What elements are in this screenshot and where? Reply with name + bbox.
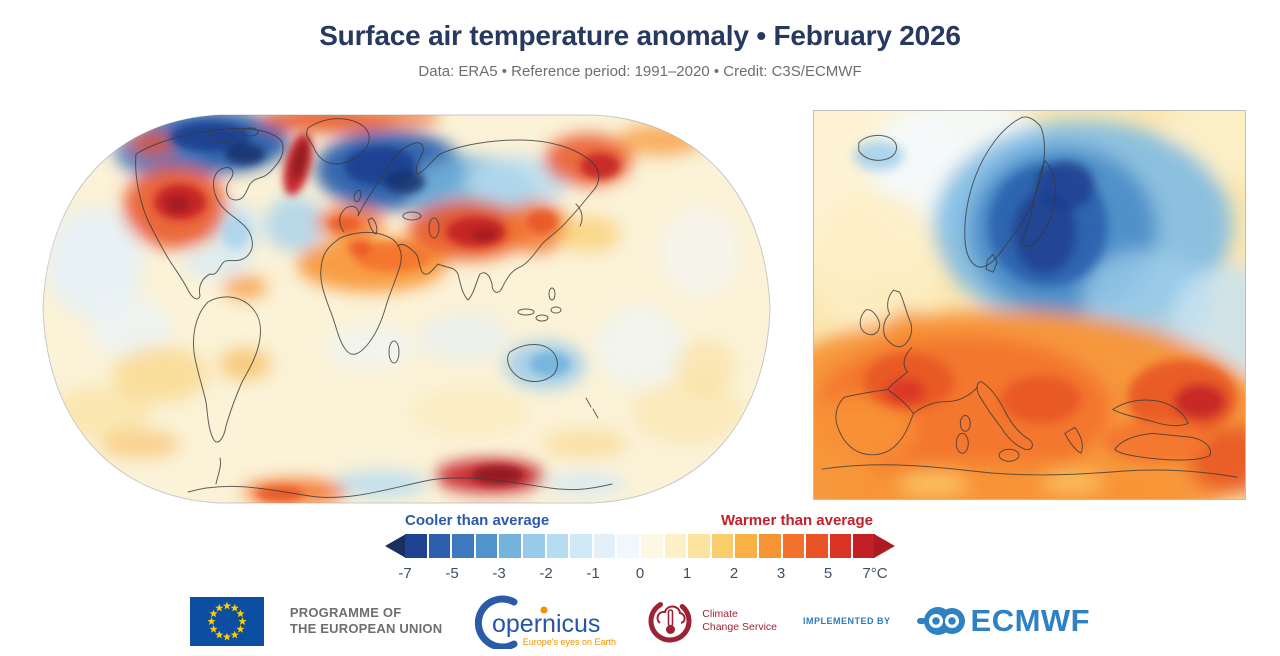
eu-star-icon bbox=[222, 601, 231, 609]
legend-warmer-label: Warmer than average bbox=[720, 512, 873, 529]
footer-logos: PROGRAMME OF THE EUROPEAN UNION opernicu… bbox=[0, 592, 1280, 650]
ecmwf-logo: ECMWF bbox=[916, 603, 1091, 639]
colorbar-segment bbox=[640, 534, 663, 558]
colorbar-segment bbox=[593, 534, 616, 558]
colorbar-segment bbox=[829, 534, 852, 558]
colorbar-tick-label: 0 bbox=[635, 565, 645, 582]
c3s-logo: Climate Change Service bbox=[644, 593, 777, 649]
colorbar-segment bbox=[546, 534, 569, 558]
eu-star-icon bbox=[236, 624, 245, 633]
world-coastlines bbox=[135, 118, 613, 498]
eu-programme-line1: PROGRAMME OF bbox=[289, 605, 402, 620]
legend: Cooler than average Warmer than average … bbox=[385, 512, 895, 585]
europe-map bbox=[813, 110, 1246, 500]
colorbar-segment bbox=[475, 534, 498, 558]
eu-star-icon bbox=[215, 630, 224, 638]
eu-star-icon bbox=[209, 608, 218, 617]
world-map-canvas bbox=[42, 114, 771, 504]
colorbar-segment bbox=[758, 534, 781, 558]
c3s-line2: Change Service bbox=[702, 621, 777, 633]
world-anomaly-cores bbox=[154, 122, 620, 502]
colorbar-right-arrow-icon bbox=[874, 534, 895, 558]
colorbar bbox=[385, 534, 895, 558]
colorbar-segment bbox=[617, 534, 639, 558]
colorbar-segment bbox=[428, 534, 451, 558]
legend-labels: Cooler than average Warmer than average bbox=[385, 512, 895, 532]
colorbar-segment bbox=[499, 534, 521, 558]
colorbar-segments bbox=[405, 534, 875, 558]
colorbar-segment bbox=[452, 534, 474, 558]
colorbar-segment bbox=[522, 534, 545, 558]
c3s-line1: Climate bbox=[702, 608, 738, 620]
page-title: Surface air temperature anomaly • Februa… bbox=[319, 20, 961, 51]
colorbar-tick-label: -3 bbox=[492, 565, 506, 582]
colorbar-segment bbox=[711, 534, 734, 558]
colorbar-tick-label: -1 bbox=[586, 565, 600, 582]
eu-star-icon bbox=[230, 603, 239, 612]
c3s-swirl-icon bbox=[648, 599, 692, 643]
colorbar-segment bbox=[405, 534, 427, 558]
colorbar-tick-label: 1 bbox=[682, 565, 692, 582]
europe-anomaly-cores bbox=[853, 140, 1238, 464]
colorbar-segment bbox=[570, 534, 592, 558]
colorbar-tick-label: 7°C bbox=[862, 565, 888, 582]
eu-star-icon bbox=[207, 616, 216, 625]
eu-star-icon bbox=[230, 630, 239, 638]
c3s-label: Climate Change Service bbox=[702, 608, 777, 634]
colorbar-tick-label: -5 bbox=[445, 565, 459, 582]
colorbar-tick-label: -7 bbox=[398, 565, 412, 582]
eu-star-icon bbox=[238, 616, 247, 625]
ecmwf-label: ECMWF bbox=[970, 603, 1091, 638]
legend-cooler-label: Cooler than average bbox=[405, 512, 550, 529]
colorbar-segment bbox=[688, 534, 710, 558]
colorbar-tick-label: 5 bbox=[823, 565, 833, 582]
copernicus-logo-icon: opernicus Europe's eyes on Earth bbox=[475, 595, 616, 649]
colorbar-tick-label: 2 bbox=[729, 565, 739, 582]
colorbar-segment bbox=[853, 534, 875, 558]
implemented-by-label: IMPLEMENTED BY bbox=[803, 616, 891, 626]
eu-flag-icon bbox=[189, 596, 264, 646]
colorbar-segment bbox=[735, 534, 757, 558]
eu-star-icon bbox=[222, 632, 231, 640]
europe-map-canvas bbox=[814, 111, 1245, 499]
page-subtitle: Data: ERA5 • Reference period: 1991–2020… bbox=[418, 63, 862, 80]
eu-programme-line2: THE EUROPEAN UNION bbox=[289, 621, 443, 636]
colorbar-segment bbox=[806, 534, 828, 558]
colorbar-segment bbox=[782, 534, 805, 558]
colorbar-left-arrow-icon bbox=[385, 534, 406, 558]
colorbar-tick-label: -2 bbox=[539, 565, 553, 582]
colorbar-ticks: -7 -5 -3 -2 -1 0 1 2 3 5 7°C bbox=[385, 565, 895, 585]
svg-text:Europe's eyes on Earth: Europe's eyes on Earth bbox=[523, 637, 616, 647]
ecmwf-glyph-icon bbox=[916, 607, 965, 635]
eu-star-icon bbox=[215, 603, 224, 612]
world-map bbox=[40, 112, 773, 507]
colorbar-tick-label: 3 bbox=[776, 565, 786, 582]
eu-star-icon bbox=[236, 608, 245, 617]
eu-programme-label: PROGRAMME OF THE EUROPEAN UNION bbox=[290, 605, 442, 637]
eu-star-icon bbox=[209, 624, 218, 633]
svg-text:opernicus: opernicus bbox=[492, 610, 600, 638]
europe-coastlines bbox=[821, 116, 1238, 478]
colorbar-segment bbox=[664, 534, 687, 558]
